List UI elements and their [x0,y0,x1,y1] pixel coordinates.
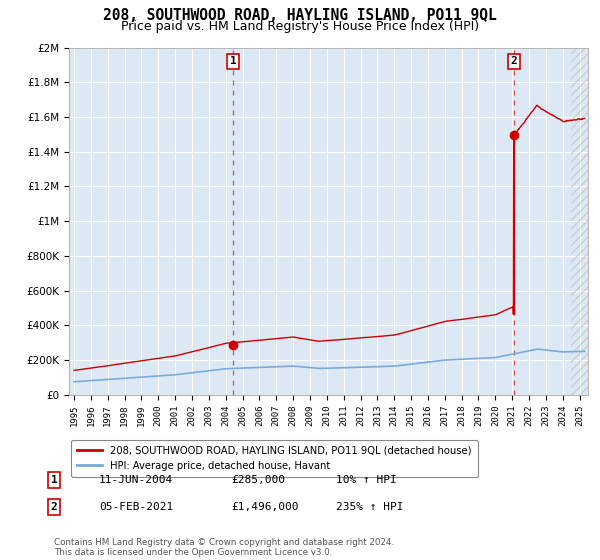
Text: £285,000: £285,000 [231,475,285,485]
Text: 2: 2 [511,57,517,66]
Text: 10% ↑ HPI: 10% ↑ HPI [336,475,397,485]
Text: £1,496,000: £1,496,000 [231,502,299,512]
Text: 208, SOUTHWOOD ROAD, HAYLING ISLAND, PO11 9QL: 208, SOUTHWOOD ROAD, HAYLING ISLAND, PO1… [103,8,497,24]
Text: 05-FEB-2021: 05-FEB-2021 [99,502,173,512]
Text: Contains HM Land Registry data © Crown copyright and database right 2024.
This d: Contains HM Land Registry data © Crown c… [54,538,394,557]
Text: 11-JUN-2004: 11-JUN-2004 [99,475,173,485]
Bar [571,48,588,395]
Text: 235% ↑ HPI: 235% ↑ HPI [336,502,404,512]
Text: 1: 1 [50,475,58,485]
Legend: 208, SOUTHWOOD ROAD, HAYLING ISLAND, PO11 9QL (detached house), HPI: Average pri: 208, SOUTHWOOD ROAD, HAYLING ISLAND, PO1… [71,440,478,477]
Text: 1: 1 [230,57,236,66]
Text: 2: 2 [50,502,58,512]
Text: Price paid vs. HM Land Registry's House Price Index (HPI): Price paid vs. HM Land Registry's House … [121,20,479,33]
